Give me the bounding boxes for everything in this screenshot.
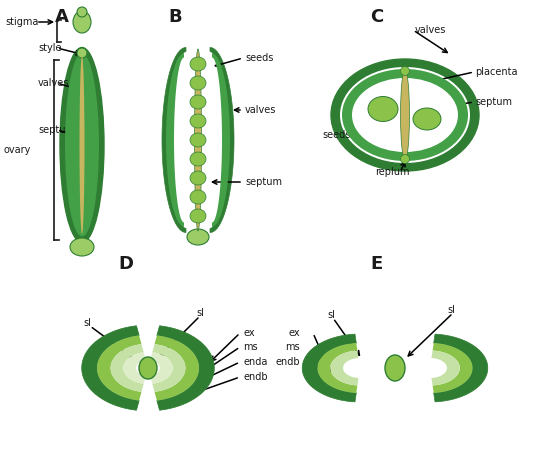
- Ellipse shape: [65, 53, 99, 236]
- Ellipse shape: [190, 57, 206, 71]
- Ellipse shape: [77, 48, 87, 58]
- Polygon shape: [111, 344, 144, 392]
- Text: endb: endb: [243, 372, 268, 382]
- Ellipse shape: [400, 67, 410, 76]
- Polygon shape: [162, 47, 186, 233]
- Ellipse shape: [190, 190, 206, 204]
- Text: stigma: stigma: [5, 17, 38, 27]
- Text: sl: sl: [83, 318, 91, 328]
- Text: septum: septum: [475, 97, 512, 107]
- Polygon shape: [123, 352, 146, 384]
- Text: septum: septum: [38, 125, 75, 135]
- Ellipse shape: [190, 171, 206, 185]
- Text: enda: enda: [243, 357, 267, 367]
- Text: placenta: placenta: [475, 67, 518, 77]
- Polygon shape: [433, 343, 472, 393]
- Text: valves: valves: [38, 78, 69, 88]
- Ellipse shape: [190, 133, 206, 147]
- Ellipse shape: [340, 67, 470, 163]
- Ellipse shape: [400, 154, 410, 164]
- Text: replum: replum: [375, 167, 410, 177]
- Polygon shape: [152, 344, 185, 392]
- Polygon shape: [330, 350, 359, 386]
- Polygon shape: [155, 335, 199, 401]
- Polygon shape: [434, 334, 488, 402]
- Polygon shape: [432, 350, 460, 386]
- Text: seeds: seeds: [245, 53, 273, 63]
- Text: E: E: [370, 255, 382, 273]
- Text: sl: sl: [327, 310, 335, 320]
- Ellipse shape: [342, 69, 468, 161]
- Polygon shape: [302, 334, 356, 402]
- Ellipse shape: [190, 114, 206, 128]
- Polygon shape: [82, 326, 139, 410]
- Ellipse shape: [80, 56, 85, 234]
- Ellipse shape: [190, 76, 206, 90]
- Text: C: C: [370, 8, 383, 26]
- Polygon shape: [157, 326, 215, 410]
- Polygon shape: [150, 352, 173, 384]
- Text: septum: septum: [245, 177, 282, 187]
- Ellipse shape: [70, 238, 94, 256]
- Text: seeds: seeds: [322, 130, 350, 140]
- Ellipse shape: [190, 95, 206, 109]
- Ellipse shape: [190, 209, 206, 223]
- Ellipse shape: [195, 49, 201, 231]
- Text: ex: ex: [243, 328, 255, 338]
- Text: ex: ex: [288, 328, 300, 338]
- Text: ms: ms: [243, 342, 257, 352]
- Text: style: style: [38, 43, 62, 53]
- Ellipse shape: [187, 229, 209, 245]
- Ellipse shape: [368, 97, 398, 121]
- Text: D: D: [118, 255, 133, 273]
- Ellipse shape: [352, 78, 458, 152]
- Polygon shape: [317, 343, 358, 393]
- Polygon shape: [210, 47, 234, 233]
- Text: ovary: ovary: [3, 145, 30, 155]
- Ellipse shape: [77, 7, 87, 17]
- Text: A: A: [55, 8, 69, 26]
- Ellipse shape: [413, 108, 441, 130]
- Polygon shape: [97, 335, 141, 401]
- Text: rp: rp: [390, 363, 399, 372]
- Text: B: B: [168, 8, 182, 26]
- Text: ms: ms: [285, 342, 300, 352]
- Ellipse shape: [190, 152, 206, 166]
- Ellipse shape: [331, 59, 479, 171]
- Ellipse shape: [385, 355, 405, 381]
- Polygon shape: [212, 53, 230, 227]
- Polygon shape: [166, 53, 184, 227]
- Ellipse shape: [73, 11, 91, 33]
- Ellipse shape: [60, 47, 104, 242]
- Ellipse shape: [400, 70, 410, 160]
- Text: rp: rp: [144, 363, 152, 372]
- Text: valves: valves: [415, 25, 447, 35]
- Text: endb: endb: [276, 357, 300, 367]
- Ellipse shape: [139, 357, 157, 379]
- Text: sl: sl: [196, 308, 204, 318]
- Text: sl: sl: [447, 305, 455, 315]
- Text: valves: valves: [245, 105, 276, 115]
